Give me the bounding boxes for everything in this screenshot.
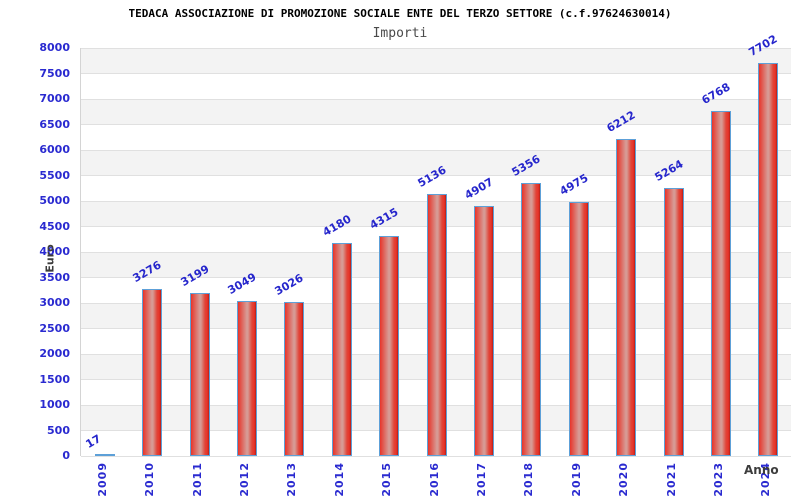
x-tick-label-2014: 2014 — [332, 462, 346, 497]
gridline-6000 — [81, 149, 791, 151]
bar-2021 — [663, 187, 684, 456]
bar-value-label-2017: 4907 — [462, 175, 496, 202]
y-tick-label-5000: 5000 — [39, 194, 70, 207]
bar-2018 — [521, 182, 542, 456]
gridline-6500 — [81, 124, 791, 125]
bar-2019 — [568, 202, 589, 456]
y-tick-label-5500: 5500 — [39, 168, 70, 182]
bar-value-label-2023: 6768 — [699, 80, 733, 107]
gridline-5500 — [81, 175, 791, 176]
y-tick-label-2500: 2500 — [39, 321, 70, 335]
gridline-0 — [81, 455, 791, 457]
plot-area: 17 3276 3199 3049 3026 4180 4315 5136 4907 5356 49… — [80, 33, 791, 457]
y-tick-label-500: 500 — [47, 423, 70, 437]
y-tick-label-0: 0 — [62, 449, 70, 462]
gridline-8000 — [81, 47, 791, 49]
gridline-7500 — [81, 73, 791, 74]
bar-value-label-2016: 5136 — [415, 163, 449, 191]
bar-2012 — [236, 300, 257, 456]
y-tick-label-8000: 8000 — [39, 41, 70, 54]
bar-2009 — [94, 454, 115, 456]
y-tick-label-4500: 4500 — [39, 219, 70, 233]
bar-2024 — [758, 63, 779, 456]
bar-2017 — [473, 205, 494, 456]
x-axis-title: Anno — [744, 463, 779, 477]
bar-value-label-2009: 17 — [83, 432, 103, 451]
y-tick-label-3000: 3000 — [39, 296, 70, 309]
x-tick-label-2015: 2015 — [380, 462, 394, 497]
bar-value-label-2011: 3199 — [178, 262, 212, 289]
bar-2020 — [616, 139, 637, 456]
x-tick-label-2019: 2019 — [569, 462, 583, 497]
x-tick-label-2009: 2009 — [95, 462, 109, 497]
bar-value-label-2021: 5264 — [652, 156, 686, 184]
bar-value-label-2013: 3026 — [272, 271, 306, 298]
bar-value-label-2015: 4315 — [367, 205, 401, 232]
bar-2023 — [710, 110, 731, 456]
y-tick-label-7500: 7500 — [39, 66, 70, 80]
gridline-7000 — [81, 98, 791, 100]
bar-value-label-2014: 4180 — [320, 212, 354, 239]
x-tick-label-2010: 2010 — [143, 462, 157, 497]
x-tick-label-2016: 2016 — [427, 462, 441, 497]
y-tick-label-6500: 6500 — [39, 117, 70, 131]
x-tick-label-2013: 2013 — [285, 462, 299, 497]
bar-value-label-2010: 3276 — [130, 258, 164, 285]
x-tick-label-2011: 2011 — [190, 462, 204, 497]
bar-value-label-2012: 3049 — [225, 269, 259, 297]
x-tick-label-2018: 2018 — [522, 462, 536, 497]
y-tick-label-1000: 1000 — [39, 398, 70, 411]
bar-2015 — [379, 235, 400, 456]
y-tick-label-2000: 2000 — [39, 347, 70, 360]
bar-value-label-2020: 6212 — [604, 108, 638, 136]
chart-subtitle: Importi — [372, 26, 428, 41]
y-axis-title: Euro — [43, 244, 57, 273]
y-tick-label-4000: 4000 — [39, 245, 70, 258]
bar-2010 — [142, 288, 163, 456]
bar-2014 — [331, 242, 352, 456]
y-tick-label-6000: 6000 — [39, 143, 70, 156]
y-tick-label-7000: 7000 — [39, 92, 70, 105]
x-tick-label-2012: 2012 — [237, 462, 251, 497]
chart-title: TEDACA ASSOCIAZIONE DI PROMOZIONE SOCIAL… — [128, 7, 672, 20]
y-tick-label-3500: 3500 — [39, 270, 70, 284]
x-tick-label-2021: 2021 — [664, 462, 678, 497]
bar-2013 — [284, 301, 305, 456]
y-tick-label-1500: 1500 — [39, 372, 70, 386]
bar-2016 — [426, 194, 447, 456]
x-tick-label-2017: 2017 — [474, 462, 488, 497]
x-tick-label-2023: 2023 — [711, 462, 725, 497]
x-tick-label-2020: 2020 — [617, 462, 631, 497]
bar-2011 — [189, 292, 210, 456]
